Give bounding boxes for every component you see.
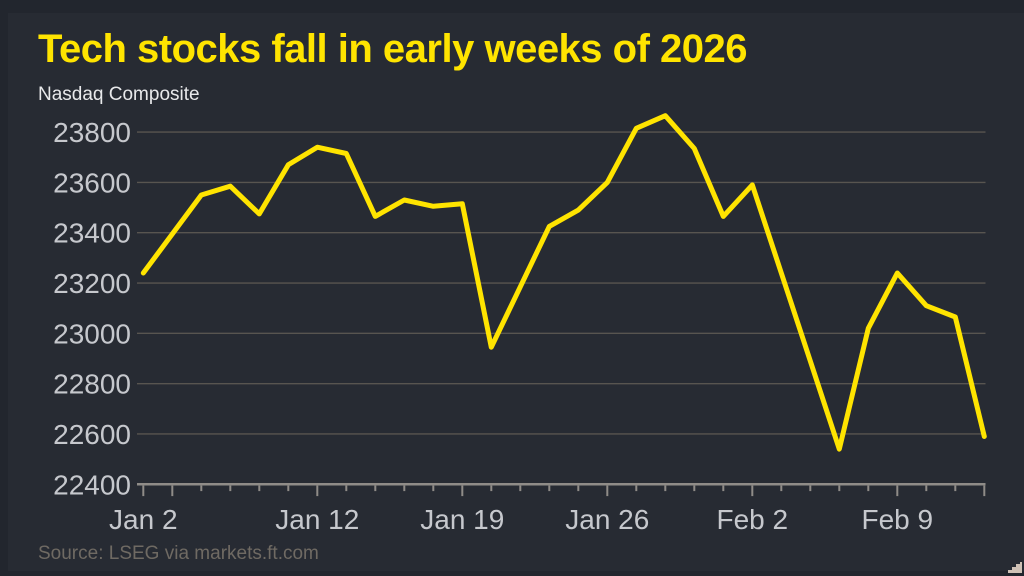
- ft-corner-mark: [1008, 562, 1022, 573]
- x-axis-label: Jan 2: [109, 504, 178, 535]
- y-axis-label: 23400: [53, 218, 131, 249]
- y-axis-label: 23600: [53, 167, 131, 198]
- page-edge-top: [0, 0, 1024, 13]
- x-axis-label: Feb 9: [861, 504, 933, 535]
- y-axis-label: 22400: [53, 469, 131, 500]
- nasdaq-line: [140, 113, 987, 452]
- y-axis-label: 22600: [53, 419, 131, 450]
- chart-title: Tech stocks fall in early weeks of 2026: [38, 27, 748, 71]
- x-axis-label: Feb 2: [716, 504, 788, 535]
- y-axis-label: 23800: [53, 117, 131, 148]
- x-axis-label: Jan 19: [420, 504, 504, 535]
- page-edge-bottom: [0, 571, 1024, 576]
- page-edge-left: [0, 0, 8, 576]
- y-axis-label: 23000: [53, 318, 131, 349]
- source-note: Source: LSEG via markets.ft.com: [38, 543, 319, 564]
- y-axis-label: 23200: [53, 268, 131, 299]
- x-axis-label: Jan 26: [565, 504, 649, 535]
- y-axis-label: 22800: [53, 369, 131, 400]
- chart-subtitle: Nasdaq Composite: [38, 84, 200, 105]
- x-axis-label: Jan 12: [275, 504, 359, 535]
